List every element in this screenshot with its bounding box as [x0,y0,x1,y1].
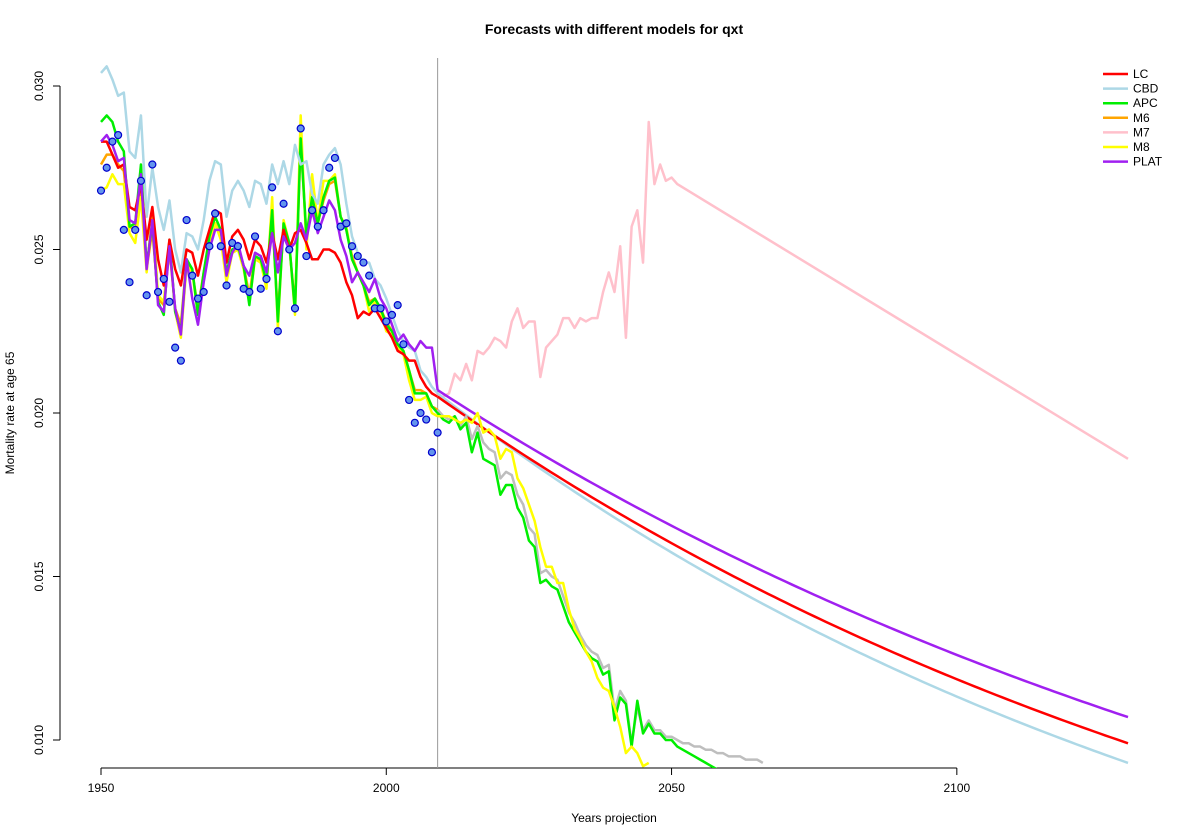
legend-label-lc: LC [1133,67,1149,81]
observed-point [290,304,300,313]
observed-point [422,415,431,424]
chart-title: Forecasts with different models for qxt [485,21,744,37]
observed-point [136,176,146,185]
y-tick-label: 0.030 [32,71,46,101]
observed-point [319,206,328,215]
observed-point [165,297,174,306]
legend-label-plat: PLAT [1133,155,1163,169]
observed-point [245,287,254,297]
observed-point [399,340,408,349]
observed-point [159,274,168,284]
observed-point [285,245,294,254]
x-tick-label: 2050 [658,781,685,795]
observed-point [427,448,437,457]
legend-label-m7: M7 [1133,125,1150,139]
observed-point [262,274,271,284]
observed-point [199,287,208,297]
observed-point [302,251,311,261]
observed-point [393,300,402,310]
gray-forecast-line [436,408,764,764]
series-cbd-fitted [100,65,439,395]
observed-point [125,278,134,287]
series-m8-forecast [437,411,650,768]
y-tick-label: 0.010 [32,725,46,755]
series-m7-forecast [437,120,1129,460]
observed-point [182,215,191,225]
observed-point [96,186,106,195]
y-tick-label: 0.025 [32,234,46,264]
observed-point [387,310,397,319]
observed-point [193,294,203,303]
observed-point [359,258,368,267]
observed-point [313,222,322,231]
observed-point [410,418,419,427]
observed-point [102,163,111,172]
x-tick-label: 2100 [943,781,970,795]
series-plat-forecast [436,389,1129,719]
observed-point [365,271,374,280]
observed-point [153,287,163,297]
observed-point [296,124,305,133]
legend-label-apc: APC [1133,96,1158,110]
observed-point [268,183,277,192]
y-axis-label: Mortality rate at age 65 [3,351,17,474]
observed-point [256,284,265,293]
legend-label-m8: M8 [1133,140,1150,154]
observed-point [188,271,197,280]
observed-point [342,219,351,228]
x-tick-label: 2000 [373,781,400,795]
observed-point [273,327,282,336]
observed-point [382,317,391,326]
legend-label-cbd: CBD [1133,82,1159,96]
observed-point [131,225,140,234]
observed-point [211,209,220,218]
y-tick-label: 0.015 [32,561,46,591]
observed-point [142,291,151,300]
observed-point [250,232,260,241]
observed-point [330,153,340,163]
plot-area [96,58,1129,768]
legend-label-m6: M6 [1133,111,1150,125]
observed-point [176,356,185,365]
observed-point [376,304,385,313]
observed-point [222,281,231,290]
observed-point [279,199,288,208]
observed-point [205,242,214,251]
observed-point [148,160,157,169]
series-apc-forecast [436,412,718,768]
observed-point [119,225,128,234]
observed-point [433,428,442,437]
series-lc-forecast [436,395,1129,745]
observed-point [353,251,362,261]
x-tick-label: 1950 [88,781,115,795]
observed-point [325,163,334,172]
observed-point [171,343,180,352]
series-cbd-forecast [436,392,1129,765]
observed-point [347,242,357,251]
observed-point [405,395,414,405]
observed-point [216,242,225,251]
x-axis-label: Years projection [571,811,657,825]
observed-point [108,137,117,146]
observed-point [233,242,243,251]
series-apc-fitted [100,114,439,414]
y-tick-label: 0.020 [32,398,46,428]
axes: 1950 2000 2050 2100 0.010 0.015 0.020 0.025 0.03… [32,71,971,795]
observed-point [308,206,317,215]
observed-point [416,408,425,418]
observed-point [114,130,123,140]
